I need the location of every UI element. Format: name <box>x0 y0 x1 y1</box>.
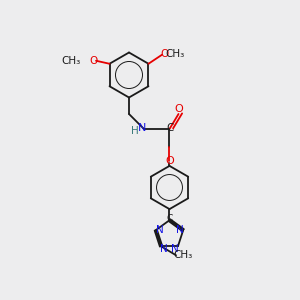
Text: O: O <box>165 155 174 166</box>
Text: N: N <box>171 244 179 254</box>
Text: N: N <box>155 225 163 235</box>
Text: CH₃: CH₃ <box>173 250 192 260</box>
Text: N: N <box>160 244 168 254</box>
Text: C: C <box>167 214 172 223</box>
Text: CH₃: CH₃ <box>166 49 185 59</box>
Text: O: O <box>90 56 98 66</box>
Text: O: O <box>160 49 168 59</box>
Text: O: O <box>175 104 184 115</box>
Text: N: N <box>176 225 184 235</box>
Text: H: H <box>131 125 139 136</box>
Text: N: N <box>138 123 147 134</box>
Text: CH₃: CH₃ <box>62 56 81 66</box>
Text: C: C <box>167 123 174 134</box>
